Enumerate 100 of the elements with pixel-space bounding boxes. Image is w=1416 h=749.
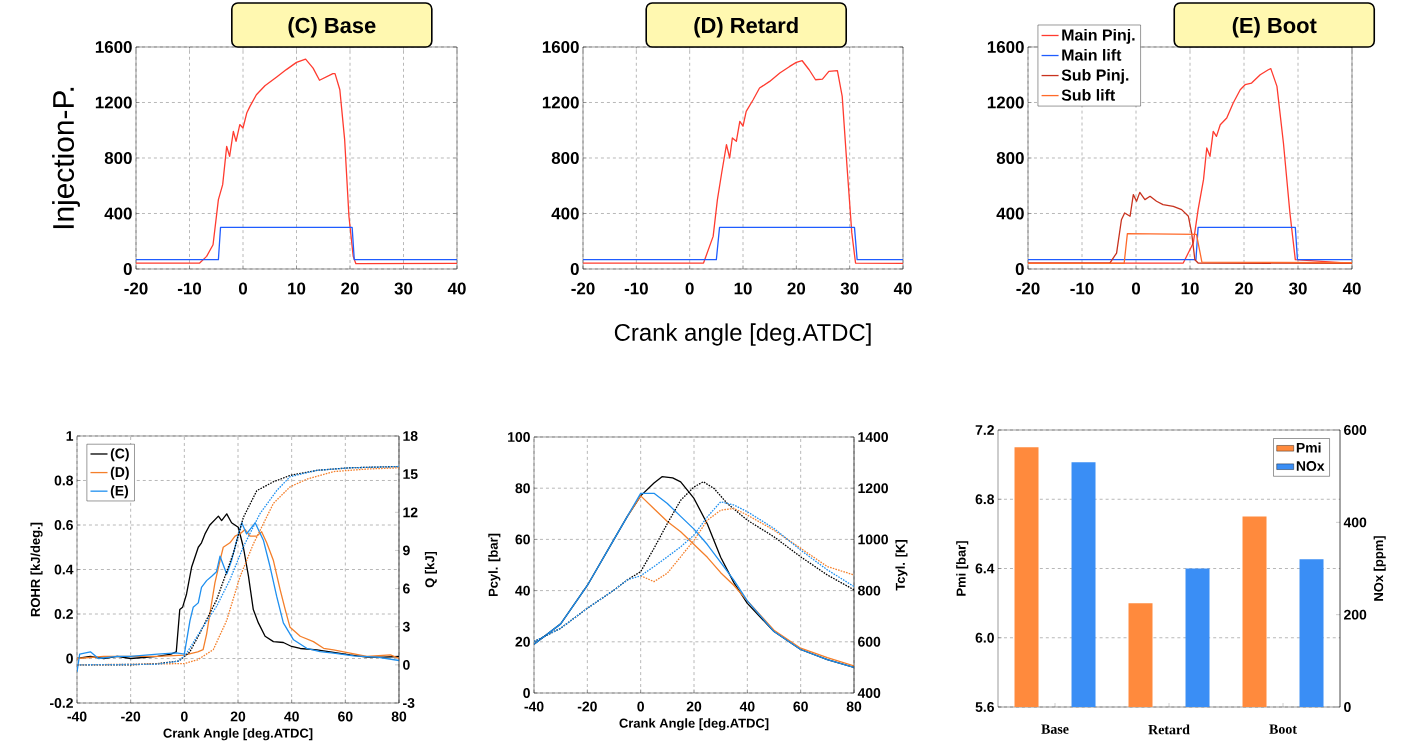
y2-tick-label: 200 <box>1344 609 1367 620</box>
y-tick-label: 0.8 <box>54 475 74 486</box>
y2-tick-label: -3 <box>403 698 415 708</box>
y-tick-label: 0 <box>1015 263 1024 275</box>
y-tick-label: 1200 <box>95 96 132 109</box>
x-tick-label: 20 <box>787 282 806 295</box>
legend-label: (C) <box>110 448 129 462</box>
y-tick-label: 6.4 <box>975 563 995 574</box>
y2-tick-label: 6 <box>403 583 410 594</box>
x-tick-label: 10 <box>1181 282 1199 295</box>
x-tick-label: 20 <box>341 282 359 295</box>
y-tick-label: 1200 <box>542 96 579 109</box>
y-tick-label: 100 <box>508 432 530 442</box>
y2-tick-label: 600 <box>1344 425 1367 435</box>
y-tick-label: 20 <box>515 636 530 647</box>
x-axis-title: Crank angle [deg.ATDC] <box>614 323 871 346</box>
x-tick-label: 0 <box>181 711 188 722</box>
x-tick-label: 60 <box>793 701 808 712</box>
x-tick-label: -10 <box>1070 282 1094 295</box>
y-tick-label: 1 <box>66 431 74 441</box>
x-tick-label: 40 <box>284 711 299 722</box>
y-tick-label: 80 <box>515 483 530 494</box>
y-tick-label: 400 <box>104 207 132 220</box>
x-tick-label: 20 <box>230 711 246 722</box>
x-tick-label: 40 <box>1342 282 1361 295</box>
x-tick-label: -40 <box>67 711 87 722</box>
legend-label: Main lift <box>1062 49 1122 61</box>
y-tick-label: 0 <box>570 263 579 275</box>
chart-title: (D) Retard <box>694 17 798 38</box>
y2-tick-label: 15 <box>403 469 418 480</box>
y-tick-label: 800 <box>551 152 579 164</box>
y2-tick-label: 600 <box>858 636 881 647</box>
y-tick-label: 400 <box>551 207 579 220</box>
y2-tick-label: 400 <box>1343 517 1367 528</box>
legend-label: (E) <box>110 485 129 499</box>
y2-tick-label: 12 <box>403 507 418 518</box>
y-tick-label: 0 <box>66 653 73 664</box>
y2-tick-label: 400 <box>857 688 881 698</box>
legend-label: Main Pinj. <box>1062 28 1135 44</box>
x-tick-label: -20 <box>124 282 148 295</box>
y2-tick-label: 1000 <box>858 534 888 545</box>
legend-label: (D) <box>110 466 129 480</box>
x-axis-title: Crank Angle [deg.ATDC] <box>619 718 769 731</box>
y2-axis-title: Tcyl. [K] <box>895 540 908 591</box>
y-axis-title: Pcyl. [bar] <box>488 533 501 597</box>
y-tick-label: 1600 <box>542 40 579 53</box>
y-tick-label: 6.8 <box>975 494 995 505</box>
x-tick-label: -20 <box>121 711 141 722</box>
chart-title: (C) Base <box>288 17 376 38</box>
x-tick-label: 20 <box>686 701 702 712</box>
x-tick-label: 60 <box>338 711 353 722</box>
x-tick-label: -10 <box>177 282 202 295</box>
x-tick-label: 0 <box>1131 282 1141 295</box>
y-tick-label: 60 <box>515 534 530 545</box>
chart-title: (E) Boot <box>1232 17 1317 38</box>
y-tick-label: 0.6 <box>54 520 73 530</box>
x-tick-label: 40 <box>739 701 755 712</box>
y-tick-label: 1200 <box>987 96 1024 109</box>
y-tick-label: 800 <box>996 151 1024 164</box>
x-tick-label: Retard <box>1148 724 1190 735</box>
x-tick-label: -20 <box>1016 282 1040 295</box>
y-tick-label: 5.6 <box>975 702 994 712</box>
y-axis-title: Pmi [bar] <box>956 541 969 596</box>
legend-label: Pmi <box>1296 442 1321 453</box>
legend-label: NOx <box>1296 461 1325 471</box>
y2-tick-label: 3 <box>402 621 410 632</box>
y2-axis-title: Q [kJ] <box>424 551 437 588</box>
y-tick-label: 6.0 <box>975 632 994 643</box>
y-tick-label: 400 <box>996 207 1024 220</box>
legend-label: Sub lift <box>1061 89 1116 101</box>
y-tick-label: 0.4 <box>54 564 74 575</box>
y2-tick-label: 18 <box>403 431 418 441</box>
x-axis-title: Crank Angle [deg.ATDC] <box>163 728 313 741</box>
x-tick-label: -20 <box>571 282 595 295</box>
x-tick-label: 0 <box>637 701 644 712</box>
x-tick-label: Base <box>1041 724 1069 734</box>
x-tick-label: 30 <box>840 282 859 295</box>
y-tick-label: 0.2 <box>54 609 73 619</box>
y-tick-label: 1600 <box>95 40 132 53</box>
x-tick-label: 0 <box>238 282 248 295</box>
y-tick-label: 0 <box>123 263 132 275</box>
y-tick-label: 800 <box>104 151 132 164</box>
y2-tick-label: 800 <box>857 585 881 596</box>
x-tick-label: 10 <box>288 282 306 295</box>
x-tick-label: -10 <box>624 282 648 295</box>
y2-tick-label: 0 <box>403 659 410 670</box>
x-tick-label: 30 <box>1288 282 1307 295</box>
x-tick-label: 20 <box>1235 282 1253 295</box>
y-tick-label: -0.2 <box>49 698 73 708</box>
legend-label: Sub Pinj. <box>1061 69 1129 84</box>
y-axis-title: Injection-P. <box>52 87 80 229</box>
y-tick-label: 7.2 <box>975 425 994 435</box>
y-tick-label: 0 <box>523 688 530 698</box>
x-tick-label: -20 <box>577 701 597 712</box>
x-tick-label: 40 <box>447 282 466 295</box>
x-tick-label: -40 <box>524 701 544 712</box>
x-tick-label: 80 <box>391 711 407 722</box>
y2-tick-label: 1400 <box>858 432 888 442</box>
x-tick-label: 80 <box>846 701 862 712</box>
y-tick-label: 1600 <box>987 40 1024 53</box>
